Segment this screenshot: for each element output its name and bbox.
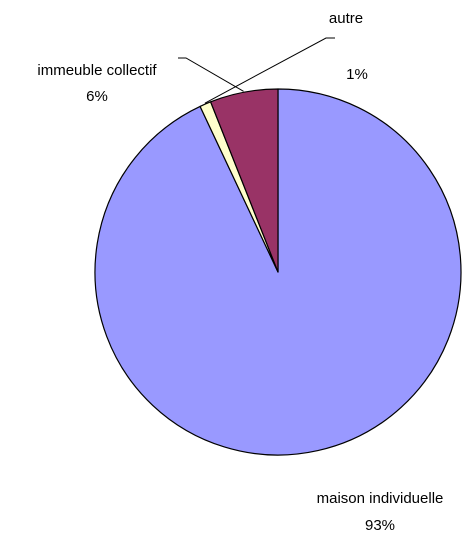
slice-label-maison-individuelle: maison individuelle	[317, 490, 444, 507]
pie-slices	[94, 88, 462, 456]
leader-lines	[178, 37, 335, 104]
slice-value-maison-individuelle: 93%	[365, 517, 395, 534]
slice-label-autre: autre	[329, 10, 363, 27]
slice-labels: maison individuelle 93% autre 1% immeubl…	[37, 10, 443, 534]
pie-slice-immeuble-collectif	[210, 88, 279, 273]
slice-value-immeuble-collectif: 6%	[86, 88, 108, 105]
leader-line-autre	[204, 37, 335, 104]
slice-value-autre: 1%	[346, 66, 368, 83]
slice-label-immeuble-collectif: immeuble collectif	[37, 62, 157, 79]
leader-line-immeuble-collectif	[178, 57, 244, 92]
